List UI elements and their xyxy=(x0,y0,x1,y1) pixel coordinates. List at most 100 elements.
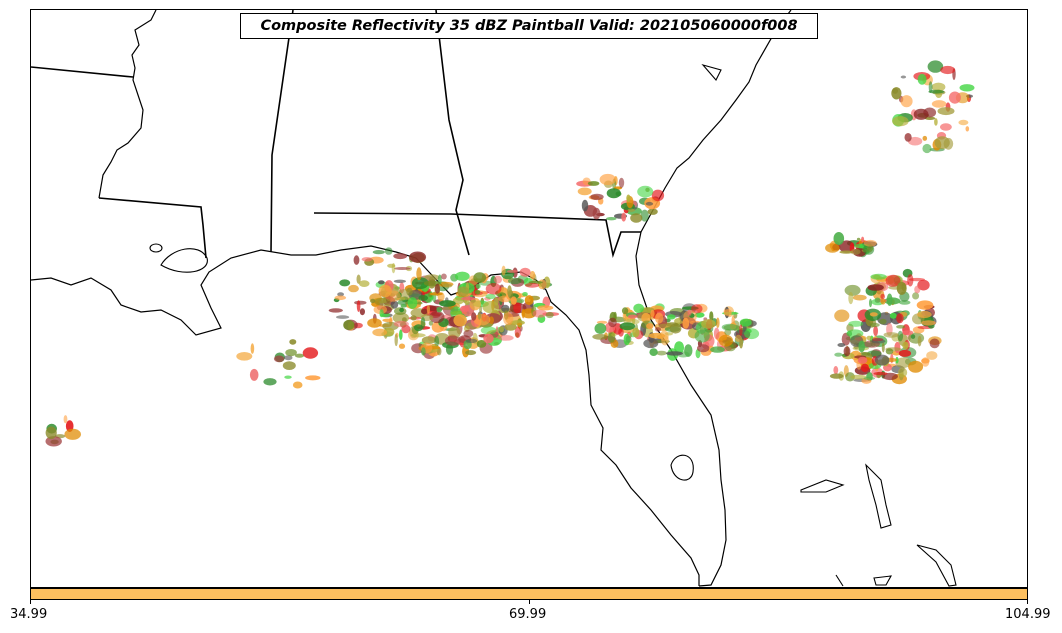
storm-blob xyxy=(383,327,395,337)
storm-blob xyxy=(507,285,512,298)
storm-blob xyxy=(643,338,659,349)
storm-blob xyxy=(414,324,423,332)
storm-blob xyxy=(480,326,497,335)
storm-blob xyxy=(594,323,607,334)
storm-blob xyxy=(339,279,351,287)
storm-blob xyxy=(475,283,481,289)
storm-blob xyxy=(694,329,710,343)
storm-blob xyxy=(374,297,391,306)
storm-blob xyxy=(370,298,376,304)
storm-blob xyxy=(871,337,884,342)
storm-blob xyxy=(927,60,944,73)
storm-blob xyxy=(439,300,456,307)
storm-blob xyxy=(907,274,914,287)
storm-blob xyxy=(485,283,502,295)
storm-blob xyxy=(845,372,855,382)
storm-blob xyxy=(493,275,502,284)
storm-blob xyxy=(931,82,946,92)
atlantic-coast xyxy=(635,10,792,587)
storm-blob xyxy=(857,356,868,364)
storm-blob xyxy=(697,344,710,353)
storm-blob xyxy=(917,310,932,319)
storm-blob xyxy=(379,309,384,318)
storm-blob xyxy=(701,319,716,329)
tennessee-south-border xyxy=(31,66,134,78)
storm-blob xyxy=(898,367,908,378)
storm-blob xyxy=(934,118,938,126)
storm-blob xyxy=(429,292,443,296)
storm-blob xyxy=(421,347,426,356)
storm-blob xyxy=(922,135,928,141)
storm-blob xyxy=(647,208,658,215)
storm-blob xyxy=(900,95,913,108)
storm-blob xyxy=(896,281,907,295)
storm-blob xyxy=(384,247,393,255)
bahamas-island-small-2 xyxy=(835,574,844,587)
storm-blob xyxy=(897,330,904,342)
storm-blob xyxy=(398,343,406,349)
storm-blob xyxy=(863,244,875,255)
storm-blob xyxy=(465,338,478,344)
storm-blob xyxy=(537,279,547,290)
storm-blob xyxy=(959,84,975,92)
map-canvas xyxy=(31,10,975,587)
storm-blob xyxy=(420,317,426,329)
storm-blob xyxy=(448,326,461,339)
storm-blob xyxy=(510,296,517,305)
storm-blob xyxy=(501,304,510,313)
storm-blob xyxy=(426,305,430,314)
storm-blob xyxy=(940,65,956,75)
storm-blob xyxy=(856,237,861,241)
storm-blob xyxy=(861,236,865,243)
storm-blob xyxy=(921,320,936,326)
storm-blob xyxy=(874,354,890,366)
storm-blob xyxy=(879,318,887,325)
storm-blob xyxy=(367,318,382,328)
storm-blob xyxy=(908,360,924,373)
storm-blob xyxy=(839,250,854,254)
storm-blob xyxy=(940,123,952,131)
storm-blob xyxy=(843,346,851,357)
storm-blob xyxy=(958,119,969,126)
storm-blob xyxy=(902,341,909,350)
storm-blob xyxy=(410,333,426,338)
storm-blob xyxy=(860,363,870,373)
storm-blob xyxy=(833,366,839,375)
storm-blob xyxy=(896,313,904,324)
storm-blob xyxy=(928,81,933,93)
storm-blob xyxy=(633,303,645,313)
storm-blob xyxy=(850,374,867,380)
storm-blob xyxy=(428,320,433,326)
storm-blob xyxy=(632,327,640,338)
storm-blob xyxy=(606,217,617,221)
storm-blob xyxy=(378,284,392,298)
storm-blob xyxy=(904,133,912,142)
storm-blob xyxy=(948,91,961,104)
storm-blob xyxy=(687,309,692,316)
storm-blob xyxy=(965,126,970,132)
storm-blob xyxy=(829,373,844,379)
storm-blob xyxy=(645,201,654,206)
storm-blob xyxy=(421,336,436,344)
storm-blob xyxy=(488,316,494,325)
storm-blob xyxy=(453,314,468,327)
storm-blob xyxy=(409,251,427,263)
storm-blob xyxy=(406,287,413,296)
storm-blob xyxy=(929,338,940,349)
bahamas-andros xyxy=(800,479,845,493)
storm-blob xyxy=(356,274,361,284)
storm-blob xyxy=(454,271,470,281)
storm-blob xyxy=(497,335,514,341)
storm-blob xyxy=(721,323,738,331)
storm-blob xyxy=(650,309,655,318)
storm-blob xyxy=(428,276,436,289)
storm-blob xyxy=(902,330,914,336)
storm-blob xyxy=(885,348,894,355)
storm-blob xyxy=(869,312,878,317)
storm-blob xyxy=(713,327,720,340)
storm-blob xyxy=(880,298,886,305)
storm-blob xyxy=(889,312,897,319)
storm-blob xyxy=(356,300,361,312)
storm-blob xyxy=(236,352,253,361)
storm-blob xyxy=(476,340,487,348)
